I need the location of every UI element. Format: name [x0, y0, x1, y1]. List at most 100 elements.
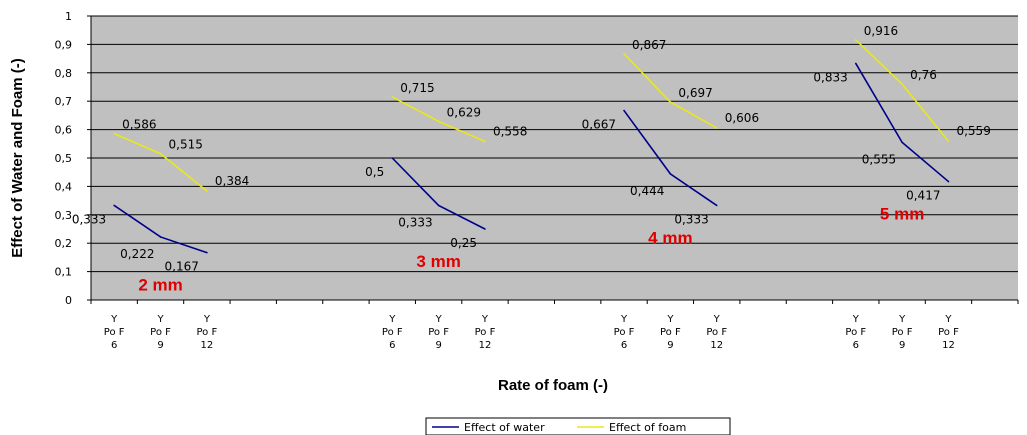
x-category-label: Po F: [660, 327, 681, 338]
y-tick-label: 0,3: [55, 209, 73, 222]
foam-line-point: [113, 133, 115, 135]
x-category-label: Po F: [938, 327, 959, 338]
foam-line-point: [160, 153, 162, 155]
group-label: 5 mm: [880, 205, 924, 224]
x-category-label: Po F: [150, 327, 171, 338]
legend: Effect of water Effect of foam: [426, 418, 730, 435]
foam-line-point: [948, 140, 950, 142]
foam-data-label: 0,586: [122, 118, 156, 132]
foam-line-point: [206, 190, 208, 192]
x-category-label: 9: [157, 340, 163, 351]
x-category-label: Po F: [428, 327, 449, 338]
x-category-label: 9: [667, 340, 673, 351]
x-category-label: Y: [620, 314, 628, 325]
x-category-label: Y: [110, 314, 118, 325]
water-line-point: [623, 110, 625, 112]
foam-data-label: 0,559: [956, 124, 990, 138]
x-category-label: Y: [388, 314, 396, 325]
foam-data-label: 0,606: [725, 111, 759, 125]
foam-line-point: [670, 101, 672, 103]
foam-data-label: 0,384: [215, 174, 249, 188]
x-category-label: Y: [852, 314, 860, 325]
x-category-label: Y: [203, 314, 211, 325]
x-category-label: 9: [899, 340, 905, 351]
y-tick-label: 1: [65, 10, 72, 23]
x-category-label: Y: [435, 314, 443, 325]
group-label: 4 mm: [648, 228, 692, 247]
water-line-point: [901, 142, 903, 144]
x-category-label: Y: [666, 314, 674, 325]
water-data-label: 0,167: [165, 260, 199, 274]
water-data-label: 0,333: [72, 212, 106, 226]
y-tick-label: 0: [65, 294, 72, 307]
foam-line-point: [901, 83, 903, 85]
x-category-label: 6: [111, 340, 117, 351]
water-line-point: [716, 205, 718, 207]
water-line-point: [438, 205, 440, 207]
foam-line-point: [438, 121, 440, 123]
x-category-label: 12: [710, 340, 723, 351]
water-line-point: [206, 252, 208, 254]
foam-data-label: 0,916: [864, 24, 898, 38]
x-category-label: 12: [942, 340, 955, 351]
x-category-label: Po F: [614, 327, 635, 338]
group-label: 2 mm: [138, 276, 182, 295]
x-category-label: Po F: [845, 327, 866, 338]
y-tick-label: 0,8: [55, 67, 73, 80]
water-data-label: 0,5: [365, 165, 384, 179]
x-category-label: Y: [713, 314, 721, 325]
x-category-label: Po F: [104, 327, 125, 338]
foam-line-point: [391, 96, 393, 98]
y-tick-label: 0,2: [55, 237, 73, 250]
x-category-label: Y: [898, 314, 906, 325]
foam-data-label: 0,715: [400, 81, 434, 95]
water-data-label: 0,333: [674, 212, 708, 226]
x-category-label: Po F: [197, 327, 218, 338]
x-category-label: 6: [853, 340, 859, 351]
legend-label-water: Effect of water: [464, 421, 545, 434]
foam-data-label: 0,697: [678, 86, 712, 100]
y-axis-label: Effect of Water and Foam (-): [9, 58, 26, 257]
water-data-label: 0,222: [120, 247, 154, 261]
water-line-point: [391, 157, 393, 159]
y-tick-label: 0,9: [55, 38, 73, 51]
y-tick-labels: 0 0,1 0,2 0,3 0,4 0,5 0,6 0,7 0,8 0,9 1: [55, 10, 92, 307]
water-data-label: 0,555: [862, 152, 896, 166]
y-tick-label: 0,4: [55, 180, 73, 193]
x-category-label: Po F: [475, 327, 496, 338]
foam-line-point: [484, 141, 486, 143]
legend-label-foam: Effect of foam: [609, 421, 686, 434]
water-data-label: 0,833: [813, 70, 847, 84]
foam-data-label: 0,515: [169, 138, 203, 152]
x-category-label: 9: [435, 340, 441, 351]
foam-line-point: [623, 53, 625, 55]
water-line-point: [160, 236, 162, 238]
x-category-label: Y: [156, 314, 164, 325]
foam-data-label: 0,558: [493, 125, 527, 139]
water-line-point: [948, 181, 950, 183]
group-label: 3 mm: [416, 252, 460, 271]
water-line-point: [484, 228, 486, 230]
water-line-point: [113, 205, 115, 207]
water-data-label: 0,333: [398, 215, 432, 229]
water-line-point: [855, 63, 857, 65]
water-data-label: 0,25: [450, 236, 477, 250]
y-tick-label: 0,5: [55, 152, 73, 165]
x-category-label: 12: [479, 340, 492, 351]
x-category-label: Y: [944, 314, 952, 325]
foam-line-point: [716, 127, 718, 129]
x-category-label: 6: [389, 340, 395, 351]
y-tick-label: 0,1: [55, 266, 73, 279]
x-category-label: 6: [621, 340, 627, 351]
water-data-label: 0,667: [582, 118, 616, 132]
foam-line-point: [855, 39, 857, 41]
y-tick-label: 0,6: [55, 124, 73, 137]
x-category-label: Y: [481, 314, 489, 325]
foam-data-label: 0,629: [447, 105, 481, 119]
x-category-label: Po F: [706, 327, 727, 338]
water-data-label: 0,444: [630, 184, 664, 198]
x-category-label: Po F: [382, 327, 403, 338]
y-tick-label: 0,7: [55, 95, 73, 108]
water-data-label: 0,417: [906, 189, 940, 203]
